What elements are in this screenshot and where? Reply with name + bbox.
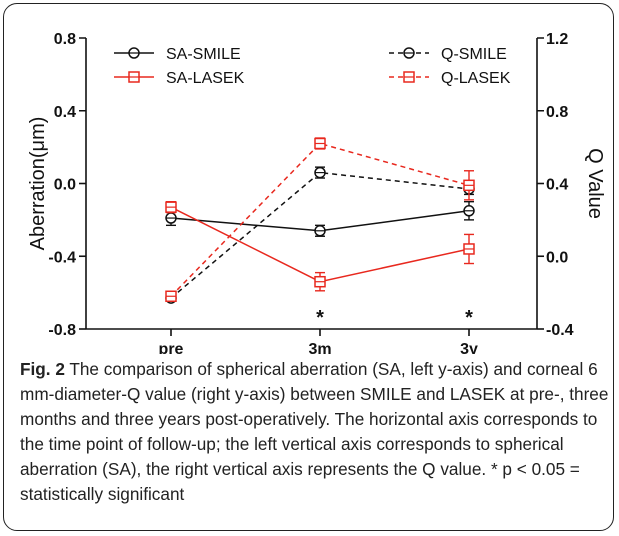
chart: 0.8 0.4 0.0 -0.4 -0.8 1.2 0.8 0.4 0.0 -0.4 pre 3m 3y… xyxy=(27,31,606,354)
left-axis-title: Aberration(μm) xyxy=(27,117,49,251)
right-axis-title: Q Value xyxy=(584,148,606,219)
legend-item-q-lasek: Q-LASEK xyxy=(389,70,511,87)
legend-item-q-smile: Q-SMILE xyxy=(389,46,507,63)
series-line xyxy=(170,206,470,283)
series-q-lasek xyxy=(165,137,475,303)
legend-label: Q-LASEK xyxy=(441,70,511,87)
figure-frame: 0.8 0.4 0.0 -0.4 -0.8 1.2 0.8 0.4 0.0 -0.4 pre 3m 3y… xyxy=(3,3,614,531)
right-tick-label: 0.0 xyxy=(546,249,568,266)
left-tick-label: -0.4 xyxy=(48,249,76,266)
legend-item-sa-lasek: SA-LASEK xyxy=(114,70,245,87)
legend-label: SA-SMILE xyxy=(166,46,241,63)
legend-label: SA-LASEK xyxy=(166,70,245,87)
series-sa-lasek xyxy=(165,200,475,292)
significance-marker: * xyxy=(316,307,324,329)
caption-lead: Fig. 2 xyxy=(20,359,65,379)
legend-label: Q-SMILE xyxy=(441,46,507,63)
series-line xyxy=(170,142,470,297)
series-line xyxy=(170,171,470,299)
x-tick-label: 3m xyxy=(308,341,331,354)
caption-text: The comparison of spherical aberration (… xyxy=(20,359,609,504)
left-tick-label: 0.4 xyxy=(54,104,76,121)
figure-caption: Fig. 2 The comparison of spherical aberr… xyxy=(20,357,610,507)
right-tick-label: 0.8 xyxy=(546,104,568,121)
x-tick-label: pre xyxy=(159,341,184,354)
right-tick-label: 0.4 xyxy=(546,177,568,194)
x-tick-label: 3y xyxy=(460,341,478,354)
significance-marker: * xyxy=(465,307,473,329)
left-tick-label: 0.0 xyxy=(54,177,76,194)
legend-item-sa-smile: SA-SMILE xyxy=(114,46,241,63)
right-tick-label: -0.4 xyxy=(546,322,574,339)
left-tick-label: -0.8 xyxy=(48,322,76,339)
right-tick-label: 1.2 xyxy=(546,31,568,48)
left-tick-label: 0.8 xyxy=(54,31,76,48)
series-sa-smile xyxy=(165,200,475,237)
